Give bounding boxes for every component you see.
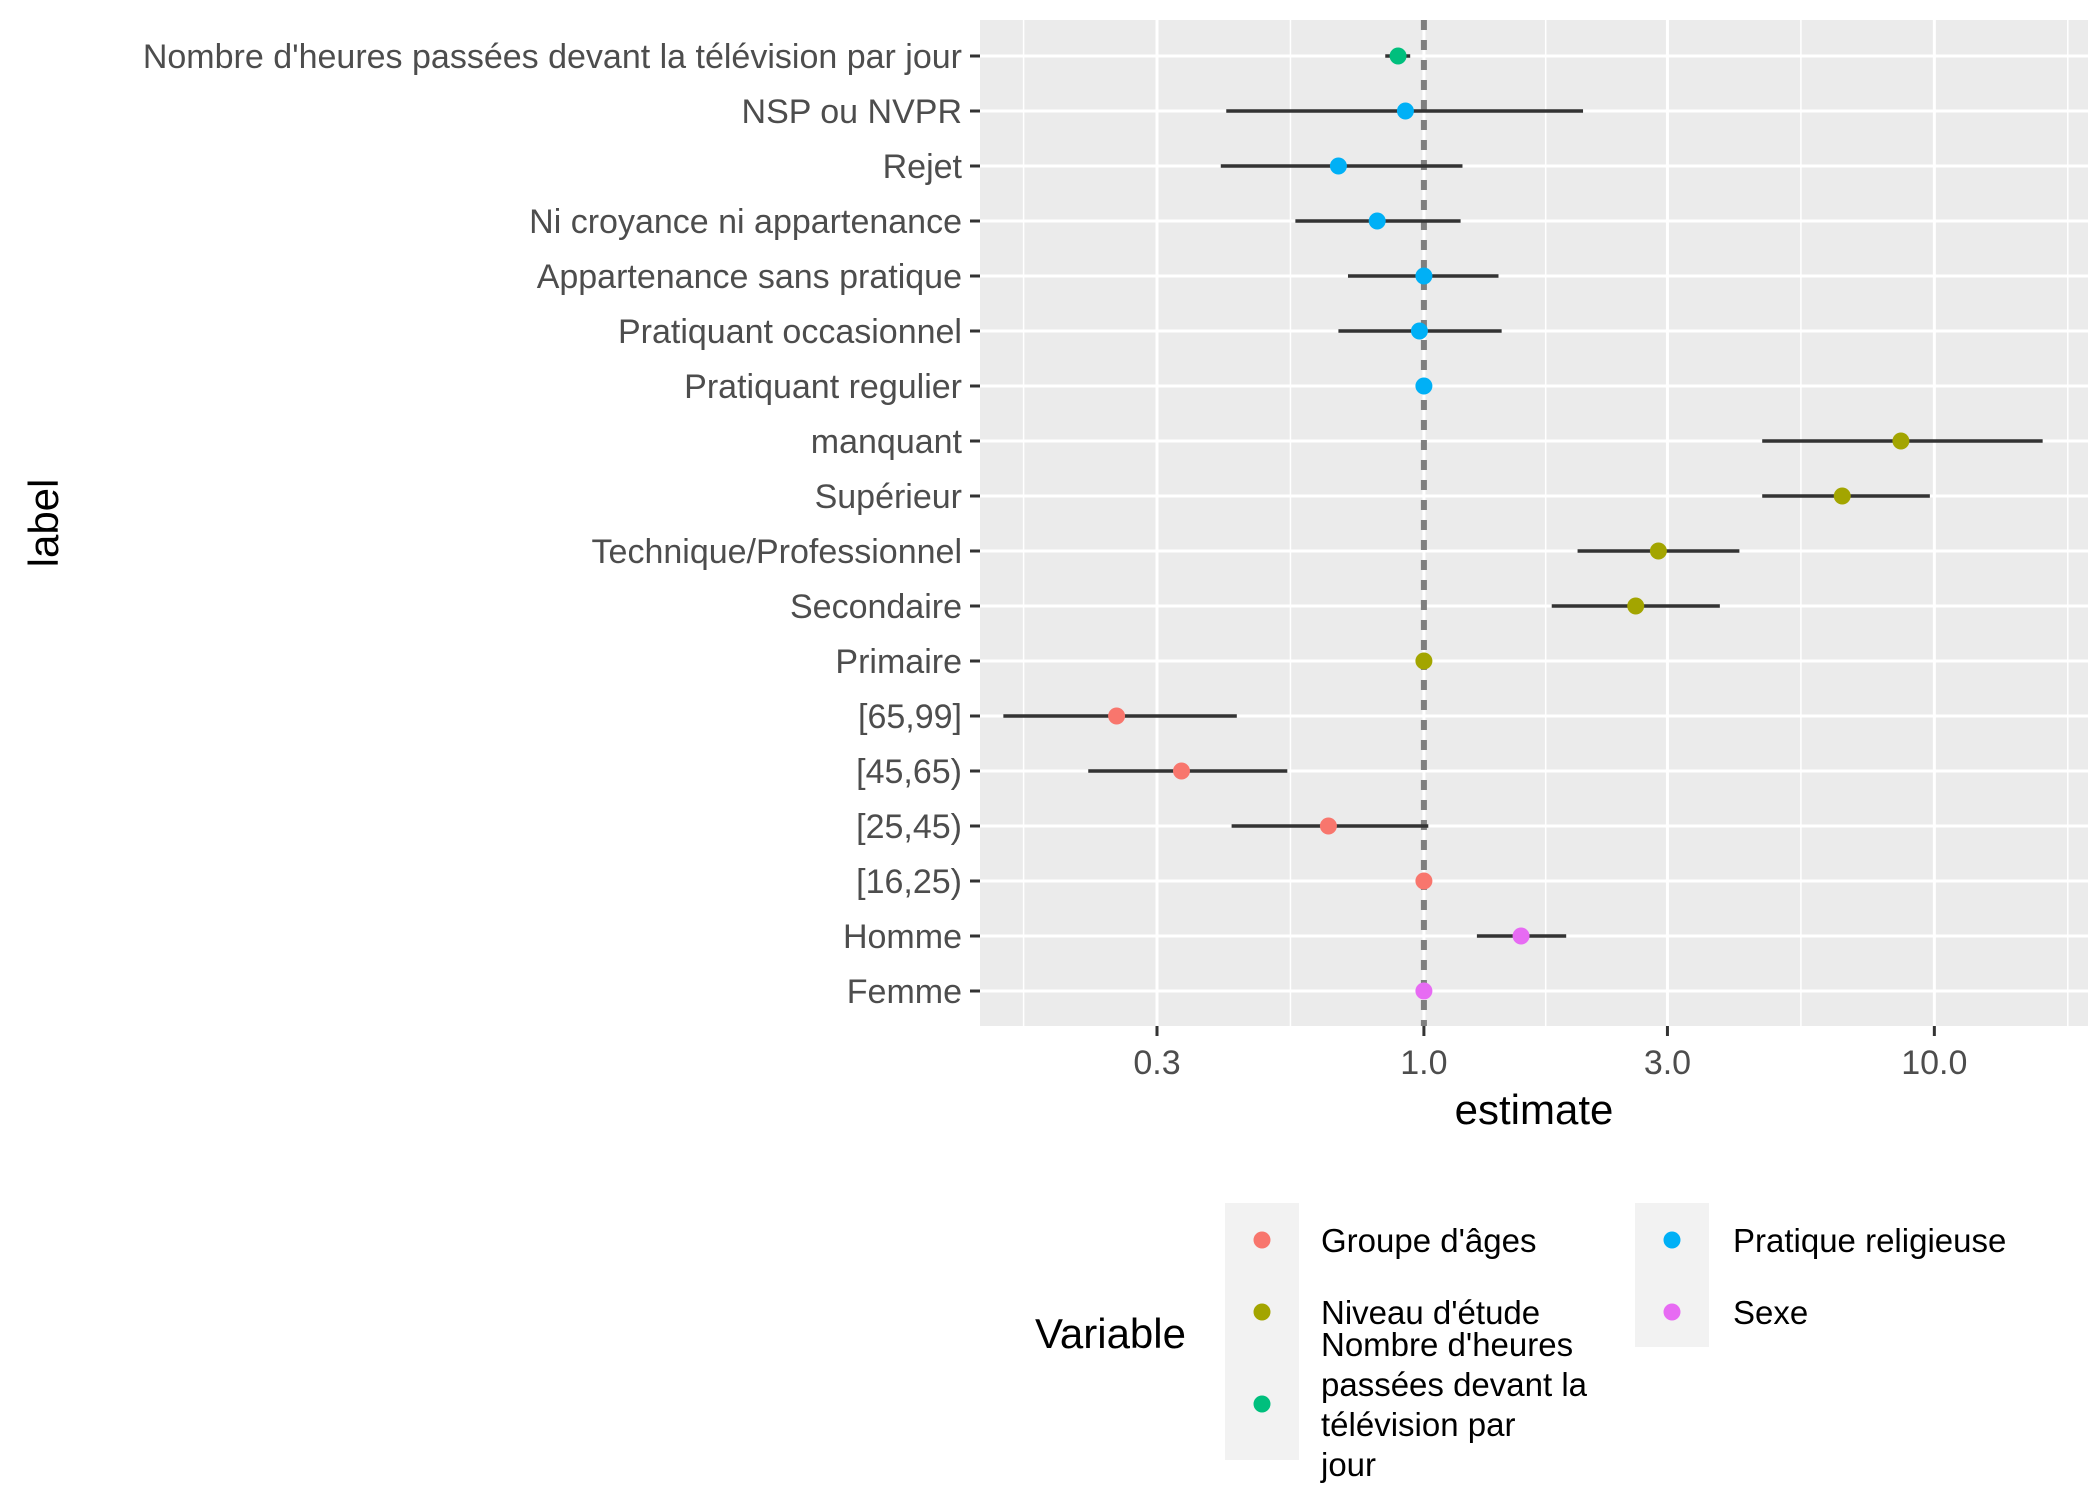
estimate-point bbox=[1833, 487, 1851, 505]
y-axis: Nombre d'heures passées devant la télévi… bbox=[143, 38, 980, 1011]
y-tick-label: Primaire bbox=[835, 643, 962, 681]
estimate-point bbox=[1410, 322, 1428, 340]
legend-key bbox=[1253, 1303, 1271, 1321]
y-tick-label: Rejet bbox=[883, 148, 963, 186]
y-tick-label: Ni croyance ni appartenance bbox=[529, 203, 962, 241]
estimate-point bbox=[1512, 927, 1530, 945]
estimate-point bbox=[1319, 817, 1337, 835]
estimate-point bbox=[1649, 542, 1667, 560]
y-axis-title: label bbox=[20, 479, 67, 568]
y-tick-label: Pratiquant regulier bbox=[684, 368, 962, 406]
estimate-point bbox=[1415, 377, 1433, 395]
legend-entry: Sexe bbox=[1733, 1294, 1808, 1331]
estimate-point bbox=[1368, 212, 1386, 230]
y-tick-label: Homme bbox=[843, 918, 962, 956]
legend-key bbox=[1663, 1303, 1681, 1321]
estimate-point bbox=[1389, 47, 1407, 65]
estimate-point bbox=[1329, 157, 1347, 175]
x-axis: 0.3 1.0 3.0 10.0 bbox=[1133, 1026, 1967, 1082]
y-tick-label: [65,99] bbox=[858, 698, 962, 736]
estimate-point bbox=[1172, 762, 1190, 780]
y-tick-label: Secondaire bbox=[790, 588, 962, 626]
y-tick-label: NSP ou NVPR bbox=[742, 93, 962, 131]
y-tick-label: Pratiquant occasionnel bbox=[618, 313, 962, 351]
y-tick-label: Supérieur bbox=[815, 478, 962, 516]
estimate-points bbox=[1108, 47, 1910, 1000]
y-tick-label: [25,45) bbox=[856, 808, 962, 846]
panel-background bbox=[980, 20, 2088, 1026]
x-tick-label: 0.3 bbox=[1133, 1044, 1180, 1082]
y-tick-label: Femme bbox=[847, 973, 962, 1011]
estimate-point bbox=[1415, 267, 1433, 285]
legend-entry: Nombre d'heures passées devant la télévisi… bbox=[1320, 1326, 1588, 1483]
estimate-point bbox=[1627, 597, 1645, 615]
legend-key-background bbox=[1635, 1203, 1709, 1347]
legend-key bbox=[1253, 1395, 1271, 1413]
estimate-point bbox=[1415, 982, 1433, 1000]
y-tick-label: [16,25) bbox=[856, 863, 962, 901]
major-gridlines bbox=[980, 20, 2088, 1026]
legend-title: Variable bbox=[1035, 1310, 1186, 1357]
y-tick-label: Nombre d'heures passées devant la télévi… bbox=[143, 38, 962, 76]
legend-key bbox=[1253, 1231, 1271, 1249]
y-tick-label: Appartenance sans pratique bbox=[537, 258, 962, 296]
x-tick-label: 10.0 bbox=[1901, 1044, 1967, 1082]
legend: Variable Groupe d'âges Niveau d'étudeNomb… bbox=[1035, 1203, 2006, 1483]
y-tick-label: Technique/Professionnel bbox=[592, 533, 962, 571]
minor-gridlines bbox=[1022, 20, 2069, 1026]
estimate-point bbox=[1108, 707, 1126, 725]
x-axis-title: estimate bbox=[1455, 1086, 1614, 1133]
estimate-point bbox=[1415, 872, 1433, 890]
legend-entry: Niveau d'étude bbox=[1321, 1294, 1540, 1331]
legend-entry: Pratique religieuse bbox=[1733, 1222, 2006, 1259]
estimate-point bbox=[1396, 102, 1414, 120]
x-tick-label: 1.0 bbox=[1400, 1044, 1447, 1082]
y-tick-label: manquant bbox=[811, 423, 963, 461]
legend-key bbox=[1663, 1231, 1681, 1249]
x-tick-label: 3.0 bbox=[1644, 1044, 1691, 1082]
estimate-point bbox=[1892, 432, 1910, 450]
y-tick-label: [45,65) bbox=[856, 753, 962, 791]
estimate-point bbox=[1415, 652, 1433, 670]
legend-entry: Groupe d'âges bbox=[1321, 1222, 1536, 1259]
